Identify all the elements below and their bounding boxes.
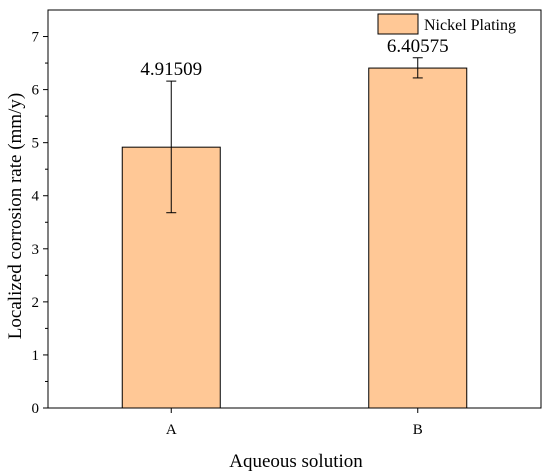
- y-tick-label: 6: [32, 83, 40, 99]
- x-axis-label: Aqueous solution: [229, 451, 363, 472]
- y-tick-label: 1: [32, 348, 40, 364]
- data-label: 6.40575: [387, 36, 449, 57]
- y-tick-label: 3: [32, 242, 40, 258]
- data-label: 4.91509: [140, 59, 202, 80]
- x-tick-label: A: [166, 422, 177, 438]
- axes-frame: [47, 9, 542, 409]
- legend-label: Nickel Plating: [424, 17, 516, 34]
- bar: [368, 67, 468, 409]
- y-tick-label: 5: [32, 136, 40, 152]
- y-tick-label: 0: [32, 401, 40, 417]
- y-tick-label: 2: [32, 295, 40, 311]
- legend-swatch: [377, 13, 419, 35]
- plot-area: 0 1 2 3 4 5 6 7 4.91509 A 6.40575 B: [32, 9, 542, 438]
- x-tick-label: B: [413, 422, 423, 438]
- y-axis-label: Localized corrosion rate (mm/y): [5, 93, 26, 339]
- legend: Nickel Plating: [377, 13, 516, 35]
- y-tick-label: 4: [32, 189, 40, 205]
- y-tick-label: 7: [32, 30, 40, 46]
